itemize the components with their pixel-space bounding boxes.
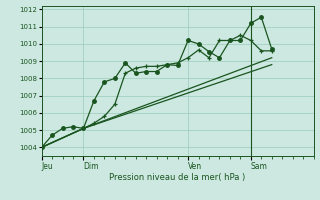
X-axis label: Pression niveau de la mer( hPa ): Pression niveau de la mer( hPa ) (109, 173, 246, 182)
